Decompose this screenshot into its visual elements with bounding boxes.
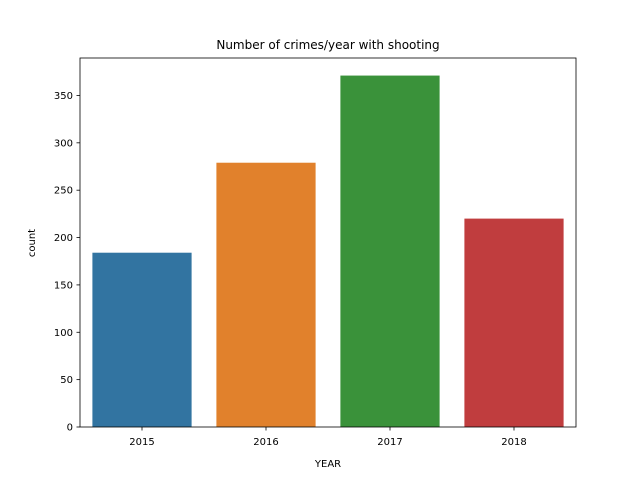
bar-2015	[92, 252, 192, 427]
y-tick-label: 250	[54, 186, 73, 197]
bars-layer	[92, 75, 564, 428]
y-tick-label: 350	[54, 91, 73, 102]
ticks-layer: 2015 2016 2017 2018 0 50 100 150 200 250 300 350	[54, 91, 527, 448]
bar-2018	[464, 218, 564, 427]
y-tick-label: 300	[54, 138, 73, 149]
plot-frame	[79, 57, 577, 428]
x-tick-label: 2018	[501, 437, 526, 448]
chart-title: Number of crimes/year with shooting	[216, 38, 439, 52]
y-tick-label: 200	[54, 233, 73, 244]
x-tick-label: 2016	[253, 437, 278, 448]
x-axis-label: YEAR	[314, 459, 341, 470]
x-tick-label: 2015	[129, 437, 154, 448]
x-tick-label: 2017	[377, 437, 402, 448]
y-tick-label: 100	[54, 328, 73, 339]
y-tick-label: 150	[54, 280, 73, 291]
y-tick-label: 0	[67, 423, 73, 434]
axes-layer	[79, 57, 577, 428]
bar-2016	[216, 162, 316, 427]
y-axis-label: count	[27, 229, 38, 257]
y-tick-label: 50	[60, 375, 73, 386]
bar-2017	[340, 75, 440, 428]
